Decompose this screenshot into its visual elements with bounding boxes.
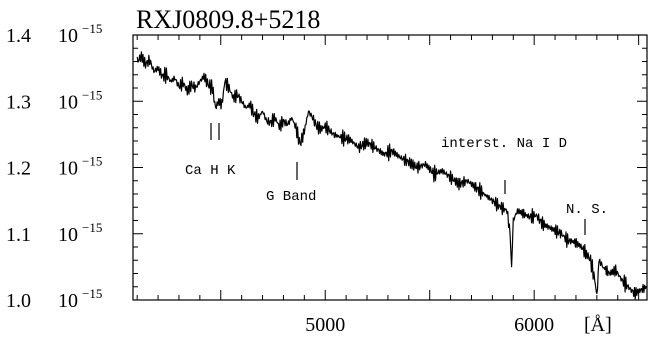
y-tick-base: 10 [58, 158, 78, 180]
annotation-label: Ca H K [185, 163, 236, 179]
y-tick-mantissa: 1.1 [6, 224, 31, 246]
x-axis-label: [Å] [584, 314, 612, 336]
spectrum-series [136, 51, 648, 300]
x-tick-label: 5000 [305, 314, 345, 336]
y-tick-mantissa: 1.4 [6, 25, 31, 47]
y-tick-base: 10 [58, 224, 78, 246]
x-tick-label: 6000 [514, 314, 554, 336]
y-tick-exponent: −15 [82, 21, 102, 36]
spectrum-line [136, 51, 648, 300]
y-tick-exponent: −15 [82, 286, 102, 301]
y-tick-exponent: −15 [82, 87, 102, 102]
y-tick-exponent: −15 [82, 220, 102, 235]
annotation-label: G Band [266, 189, 316, 205]
annotations: Ca H K G Band interst. Na I D N. S. [185, 123, 608, 235]
y-tick-mantissa: 1.2 [6, 158, 31, 180]
axis-ticks: 5000 6000 1.0 10 −15 1.1 10 −15 1.2 10 −15 1.3 10 −15… [6, 21, 647, 336]
axis-labels: RXJ0809.8+5218 [Å] [136, 5, 612, 336]
y-tick-mantissa: 1.0 [6, 290, 31, 312]
y-tick-base: 10 [58, 91, 78, 113]
y-tick-base: 10 [58, 290, 78, 312]
annotation-label: interst. Na I D [441, 136, 567, 152]
y-tick-mantissa: 1.3 [6, 91, 31, 113]
annotation-label: N. S. [566, 202, 608, 218]
chart-title: RXJ0809.8+5218 [136, 5, 320, 34]
y-tick-exponent: −15 [82, 154, 102, 169]
y-tick-base: 10 [58, 25, 78, 47]
